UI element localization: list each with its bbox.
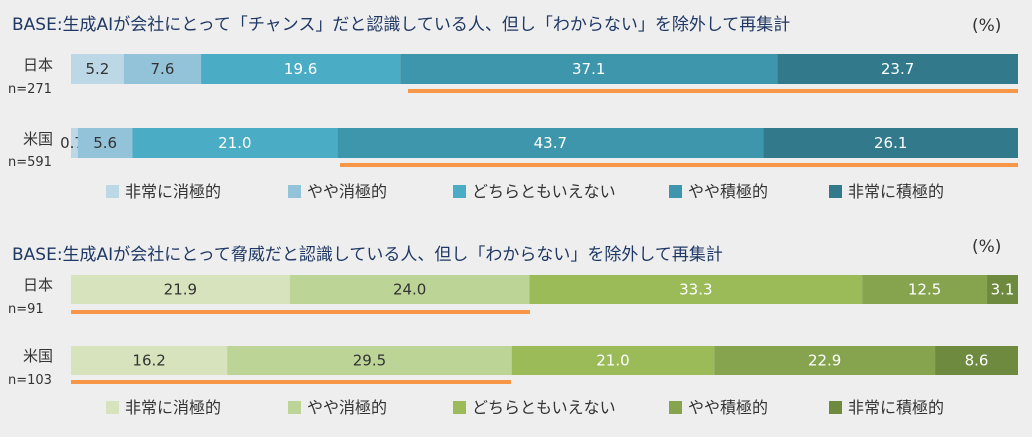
legend-swatch	[669, 401, 682, 414]
data-label: 33.3	[679, 281, 712, 299]
legend-swatch	[669, 185, 682, 198]
data-label: 21.0	[596, 352, 629, 370]
bar-segment	[71, 346, 228, 375]
bar-segment	[935, 346, 1018, 375]
data-label: 23.7	[881, 60, 914, 78]
legend-entry: どちらともいえない	[472, 398, 616, 417]
bar-segment	[337, 128, 764, 158]
data-label: 7.6	[151, 60, 175, 78]
highlight-underline	[71, 310, 530, 314]
highlight-underline	[71, 380, 511, 384]
legend-swatch	[453, 401, 466, 414]
bar-segment	[862, 275, 988, 304]
data-label: 19.6	[284, 60, 317, 78]
legend-swatch	[288, 401, 301, 414]
row-label: 日本	[23, 56, 53, 74]
legend-entry: やや消極的	[307, 398, 387, 417]
row-label: 米国	[23, 347, 53, 365]
chart-title: BASE:生成AIが会社にとって脅威だと認識している人、但し「わからない」を除外…	[12, 245, 723, 265]
bar-segment	[132, 128, 338, 158]
legend-swatch	[288, 185, 301, 198]
highlight-underline	[340, 163, 1018, 167]
data-label: 24.0	[393, 281, 426, 299]
legend-swatch	[829, 401, 842, 414]
bar-segment	[71, 54, 124, 84]
data-label: 29.5	[353, 352, 386, 370]
data-label: 5.6	[93, 134, 117, 152]
legend-entry: 非常に消極的	[125, 398, 221, 417]
sample-size-label: n=591	[8, 155, 52, 170]
row-label: 米国	[23, 130, 53, 148]
unit-label: (%)	[972, 16, 1001, 36]
data-label: 43.7	[534, 134, 567, 152]
legend-entry: 非常に消極的	[125, 182, 221, 201]
unit-label: (%)	[972, 237, 1001, 257]
bar-segment	[763, 128, 1018, 158]
bar-segment	[123, 54, 202, 84]
legend-swatch	[829, 185, 842, 198]
chart-title: BASE:生成AIが会社にとって「チャンス」だと認識している人、但し「わからない…	[12, 15, 790, 35]
legend-entry: どちらともいえない	[472, 182, 616, 201]
row-label: 日本	[23, 276, 53, 294]
data-label: 37.1	[572, 60, 605, 78]
data-label: 8.6	[965, 352, 989, 370]
bar-segment	[714, 346, 936, 375]
bar-segment	[777, 54, 1018, 84]
bar-segment	[227, 346, 512, 375]
bar-segment	[289, 275, 530, 304]
data-label: 21.9	[164, 281, 197, 299]
sample-size-label: n=91	[8, 302, 44, 317]
data-label: 21.0	[218, 134, 251, 152]
bar-segment	[201, 54, 401, 84]
data-label: 16.2	[132, 352, 165, 370]
data-label: 5.2	[85, 60, 109, 78]
data-label: 22.9	[808, 352, 841, 370]
data-label: 12.5	[908, 281, 941, 299]
bar-segment	[400, 54, 778, 84]
legend-swatch	[453, 185, 466, 198]
bar-segment	[71, 128, 78, 158]
data-label: 3.1	[991, 281, 1015, 299]
legend-swatch	[106, 185, 119, 198]
bar-segment	[511, 346, 715, 375]
legend-entry: 非常に積極的	[848, 182, 944, 201]
bar-segment	[71, 275, 290, 304]
bar-segment	[529, 275, 863, 304]
bar-segment	[987, 275, 1018, 304]
legend-entry: やや積極的	[688, 398, 768, 417]
sample-size-label: n=103	[8, 373, 52, 388]
legend-entry: 非常に積極的	[848, 398, 944, 417]
data-label: 26.1	[874, 134, 907, 152]
highlight-underline	[408, 89, 1018, 93]
bar-segment	[77, 128, 133, 158]
legend-entry: やや積極的	[688, 182, 768, 201]
legend-swatch	[106, 401, 119, 414]
sample-size-label: n=271	[8, 82, 52, 97]
legend-entry: やや消極的	[307, 182, 387, 201]
